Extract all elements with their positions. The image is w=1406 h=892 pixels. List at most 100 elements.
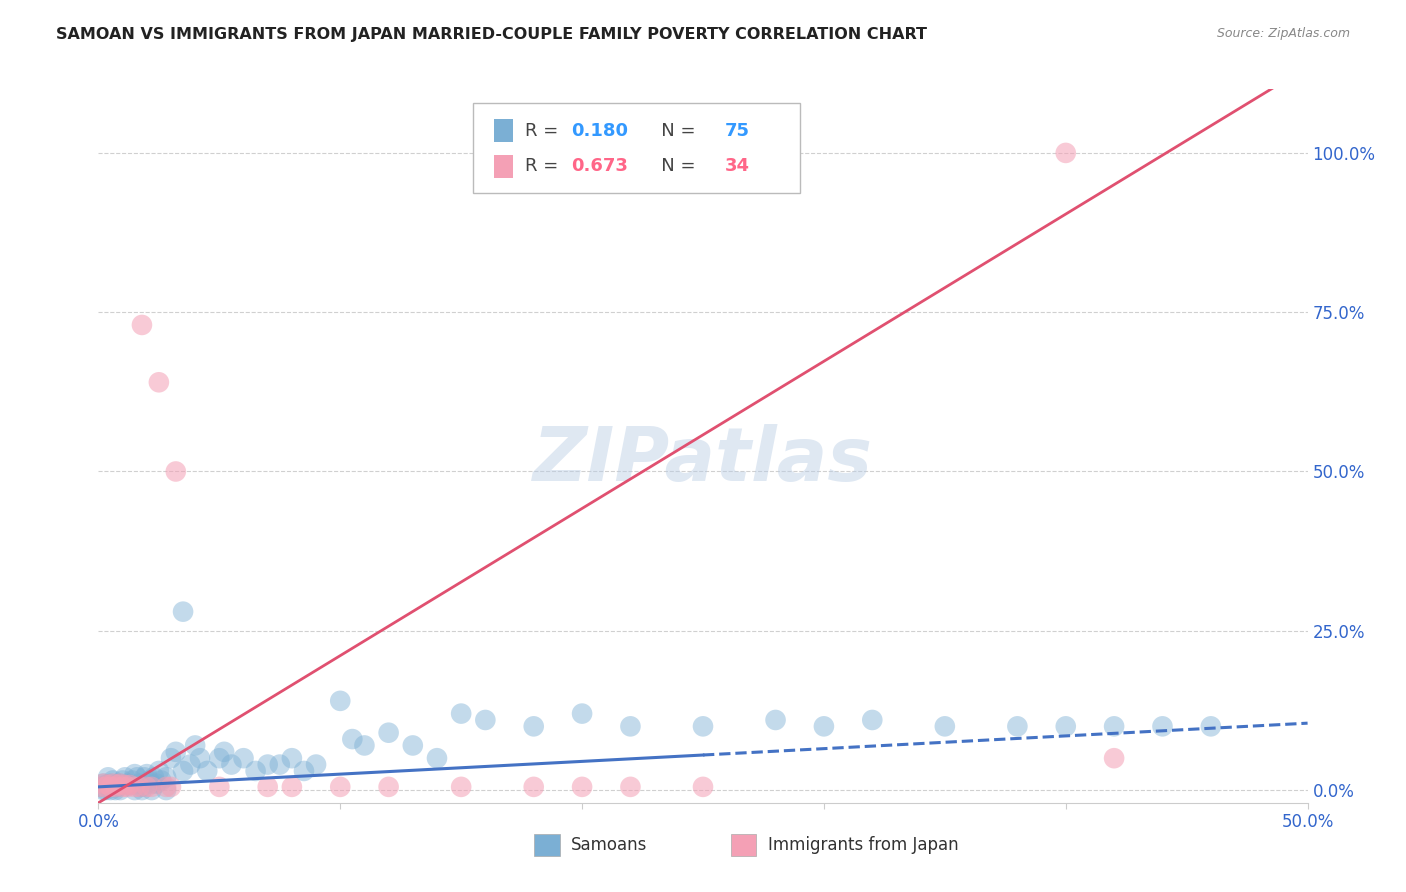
Point <box>108 777 131 791</box>
Point <box>91 783 114 797</box>
Point <box>100 777 122 791</box>
Point <box>281 751 304 765</box>
Point <box>94 783 117 797</box>
Point <box>571 706 593 721</box>
Point <box>692 780 714 794</box>
Point <box>571 780 593 794</box>
Point <box>117 780 139 794</box>
Point <box>269 757 291 772</box>
Point <box>402 739 425 753</box>
Point <box>160 780 183 794</box>
Point <box>94 778 117 792</box>
Point <box>1054 145 1077 160</box>
Point <box>90 780 112 794</box>
Point <box>1054 719 1077 733</box>
Point <box>860 713 883 727</box>
Point <box>141 780 163 794</box>
Point <box>155 780 177 794</box>
Point <box>523 719 546 733</box>
Point <box>377 780 399 794</box>
Point <box>104 783 127 797</box>
Point <box>101 777 124 791</box>
Point <box>138 773 160 788</box>
Point <box>184 739 207 753</box>
Point <box>101 773 124 788</box>
Point <box>305 757 328 772</box>
FancyBboxPatch shape <box>474 103 800 193</box>
Point <box>118 778 141 792</box>
Point <box>121 773 143 788</box>
Point <box>619 780 641 794</box>
Point <box>165 745 187 759</box>
FancyBboxPatch shape <box>494 120 513 142</box>
Point <box>1007 719 1029 733</box>
Point <box>172 605 194 619</box>
Point <box>117 777 139 791</box>
Point <box>127 770 149 784</box>
Point <box>160 751 183 765</box>
Point <box>91 777 114 791</box>
Point <box>143 770 166 784</box>
Point <box>172 764 194 778</box>
Point <box>1152 719 1174 733</box>
Point <box>134 770 156 784</box>
Text: 75: 75 <box>724 121 749 139</box>
Point <box>1102 719 1125 733</box>
Point <box>131 783 153 797</box>
Point <box>474 713 496 727</box>
Point <box>155 770 177 784</box>
Point <box>135 780 157 794</box>
Text: Source: ZipAtlas.com: Source: ZipAtlas.com <box>1216 27 1350 40</box>
Point <box>188 751 211 765</box>
Point <box>107 778 129 792</box>
Point <box>212 745 235 759</box>
Point <box>91 777 114 791</box>
Point <box>281 780 304 794</box>
Point <box>104 780 127 794</box>
Point <box>104 778 127 792</box>
Point <box>135 767 157 781</box>
Point <box>1199 719 1222 733</box>
Point <box>111 780 134 794</box>
Text: 34: 34 <box>724 157 749 175</box>
Text: Immigrants from Japan: Immigrants from Japan <box>768 836 959 855</box>
Point <box>329 780 352 794</box>
Point <box>934 719 956 733</box>
Point <box>128 780 150 794</box>
Text: R =: R = <box>526 157 564 175</box>
Point <box>97 770 120 784</box>
Point <box>107 780 129 794</box>
Point <box>141 783 163 797</box>
Point <box>141 777 163 791</box>
Point <box>292 764 315 778</box>
Point <box>128 777 150 791</box>
Point <box>111 773 134 788</box>
Point <box>124 767 146 781</box>
Point <box>329 694 352 708</box>
Point <box>118 778 141 792</box>
Point <box>619 719 641 733</box>
Point <box>232 751 254 765</box>
Point <box>245 764 267 778</box>
Point <box>108 783 131 797</box>
Point <box>108 777 131 791</box>
Point <box>450 780 472 794</box>
Point <box>148 376 170 390</box>
Text: 0.673: 0.673 <box>571 157 628 175</box>
Point <box>97 778 120 792</box>
Point <box>131 318 153 332</box>
Point <box>131 780 153 794</box>
Point <box>145 777 167 791</box>
Text: R =: R = <box>526 121 564 139</box>
Point <box>148 764 170 778</box>
Point <box>342 732 364 747</box>
Point <box>353 739 375 753</box>
Text: N =: N = <box>644 157 702 175</box>
FancyBboxPatch shape <box>494 155 513 178</box>
Point <box>765 713 787 727</box>
Point <box>208 780 231 794</box>
Point <box>94 780 117 794</box>
Text: ZIPatlas: ZIPatlas <box>533 424 873 497</box>
Point <box>150 773 173 788</box>
Point <box>426 751 449 765</box>
